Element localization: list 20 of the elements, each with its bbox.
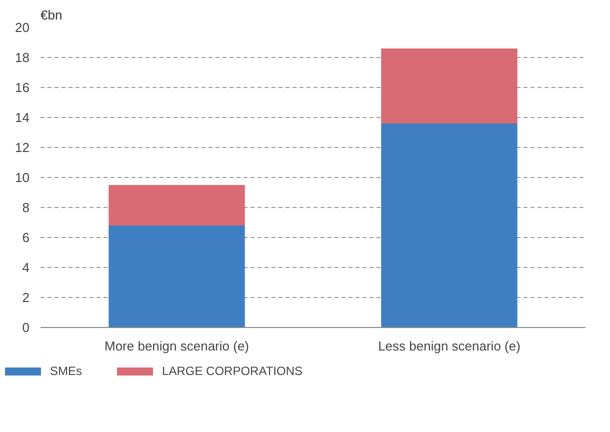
bar — [108, 226, 245, 328]
y-tick-label: 8 — [22, 200, 30, 215]
y-tick-label: 14 — [15, 110, 30, 125]
y-tick-label: 10 — [15, 170, 30, 185]
y-tick-label: 0 — [22, 320, 30, 335]
y-tick-label: 20 — [15, 20, 30, 35]
y-tick-label: 6 — [22, 230, 30, 245]
bar — [381, 124, 518, 328]
bar — [381, 48, 518, 124]
y-tick-label: 16 — [15, 80, 30, 95]
y-tick-label: 4 — [22, 260, 30, 275]
y-axis-title: €bn — [40, 8, 62, 22]
y-tick-label: 18 — [15, 50, 30, 65]
x-tick-label: Less benign scenario (e) — [378, 338, 520, 354]
bar — [108, 185, 245, 226]
legend-label: LARGE CORPORATIONS — [162, 364, 302, 378]
legend-label: SMEs — [50, 364, 82, 378]
y-tick-label: 12 — [15, 140, 30, 155]
y-tick-label: 2 — [22, 290, 30, 305]
x-tick-label: More benign scenario (e) — [104, 338, 250, 354]
